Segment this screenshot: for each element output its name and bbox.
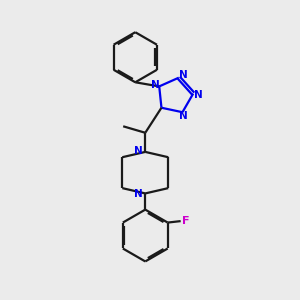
Text: N: N: [178, 70, 187, 80]
Text: N: N: [194, 90, 202, 100]
Text: N: N: [134, 189, 143, 199]
Text: F: F: [182, 216, 190, 226]
Text: N: N: [134, 146, 143, 156]
Text: N: N: [179, 111, 188, 121]
Text: N: N: [151, 80, 160, 90]
